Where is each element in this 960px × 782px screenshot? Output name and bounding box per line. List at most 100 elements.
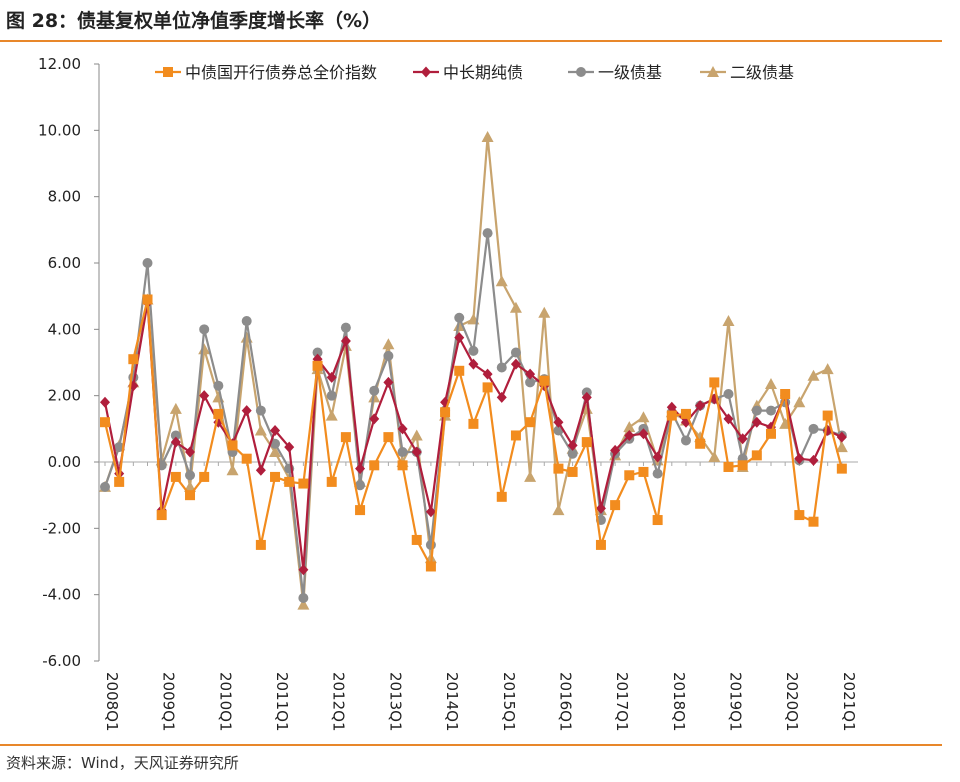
data-point — [610, 500, 621, 511]
data-point — [652, 515, 663, 526]
data-point — [666, 410, 677, 421]
data-point — [213, 380, 224, 391]
data-point — [425, 561, 436, 572]
data-point — [421, 66, 431, 78]
data-point — [142, 258, 153, 268]
data-point — [794, 453, 805, 465]
data-point — [255, 405, 266, 416]
top-divider — [0, 40, 942, 42]
y-tick-label: -4.00 — [42, 586, 81, 604]
data-point — [170, 436, 181, 448]
y-tick-label: 6.00 — [48, 254, 81, 272]
data-point — [340, 322, 351, 333]
data-point — [482, 228, 493, 239]
data-point — [581, 437, 592, 448]
data-point — [722, 315, 735, 327]
data-point — [737, 460, 748, 471]
data-point — [382, 338, 395, 350]
data-point — [170, 430, 181, 441]
source-note: 资料来源：Wind，天风证券研究所 — [6, 754, 239, 772]
data-point — [835, 441, 848, 453]
data-point — [383, 376, 394, 388]
data-point — [510, 430, 521, 441]
y-tick-label: 8.00 — [48, 188, 81, 206]
data-point — [496, 391, 507, 403]
data-point — [751, 450, 762, 461]
x-tick-label: 2011Q1 — [273, 672, 291, 732]
x-tick-label: 2018Q1 — [670, 672, 688, 732]
data-point — [764, 378, 777, 390]
legend-item-1: 中债国开行债券总全价指数 — [155, 63, 377, 82]
data-point — [185, 470, 196, 481]
y-tick-label: 2.00 — [48, 387, 81, 405]
data-point — [411, 534, 422, 545]
data-point — [326, 371, 337, 383]
data-point — [114, 442, 125, 453]
data-point — [199, 471, 210, 482]
data-point — [355, 463, 366, 475]
data-point — [552, 504, 565, 516]
x-tick-label: 2020Q1 — [783, 672, 801, 732]
x-tick-label: 2014Q1 — [443, 672, 461, 732]
legend-label: 二级债基 — [730, 63, 794, 82]
data-point — [397, 460, 408, 471]
data-point — [680, 408, 691, 419]
data-point — [453, 320, 466, 332]
data-point — [255, 539, 266, 550]
figure-title: 图 28：债基复权单位净值季度增长率（%） — [6, 10, 382, 32]
data-point — [425, 539, 436, 550]
data-point — [509, 301, 522, 313]
data-point — [185, 446, 196, 458]
data-point — [539, 375, 550, 386]
data-point — [410, 429, 423, 441]
data-point — [440, 407, 451, 418]
data-point — [525, 377, 536, 388]
data-point — [780, 389, 791, 400]
data-point — [411, 446, 422, 458]
data-point — [637, 411, 650, 423]
x-tick-label: 2015Q1 — [500, 672, 518, 732]
data-point — [666, 401, 677, 413]
data-point — [496, 362, 507, 373]
y-tick-label: 12.00 — [38, 55, 81, 73]
data-point — [525, 368, 536, 380]
data-point — [397, 423, 408, 435]
data-point — [100, 481, 110, 492]
data-point — [567, 448, 578, 459]
data-point — [695, 438, 706, 449]
data-point — [185, 490, 196, 501]
data-point — [355, 505, 366, 516]
series-group — [99, 130, 848, 610]
data-point — [325, 409, 338, 421]
data-point — [128, 354, 139, 365]
data-point — [624, 429, 635, 441]
data-point — [369, 460, 380, 471]
data-point — [383, 432, 394, 443]
y-tick-label: -2.00 — [42, 519, 81, 537]
data-point — [468, 345, 479, 356]
data-point — [284, 476, 295, 487]
data-point — [269, 446, 282, 458]
data-point — [709, 377, 720, 388]
data-point — [454, 332, 465, 344]
data-point — [496, 491, 507, 502]
data-point — [241, 405, 252, 417]
data-point — [184, 480, 197, 492]
data-point — [623, 421, 636, 433]
series-3 — [100, 228, 847, 603]
data-point — [199, 324, 210, 335]
x-axis: 2008Q1 2009Q1 2010Q1 2011Q1 2012Q1 2013Q1 2014… — [99, 461, 858, 732]
data-point — [723, 461, 734, 472]
legend-label: 一级债基 — [598, 63, 662, 82]
data-point — [227, 440, 238, 451]
data-point — [326, 390, 337, 401]
data-point — [707, 66, 719, 77]
data-point — [226, 464, 239, 476]
y-tick-label: -6.00 — [42, 652, 81, 670]
data-point — [482, 382, 493, 393]
data-point — [737, 433, 748, 445]
data-point — [723, 413, 734, 425]
y-tick-label: 4.00 — [48, 320, 81, 338]
x-tick-label: 2008Q1 — [103, 672, 121, 732]
legend-item-2: 中长期纯债 — [413, 63, 523, 82]
